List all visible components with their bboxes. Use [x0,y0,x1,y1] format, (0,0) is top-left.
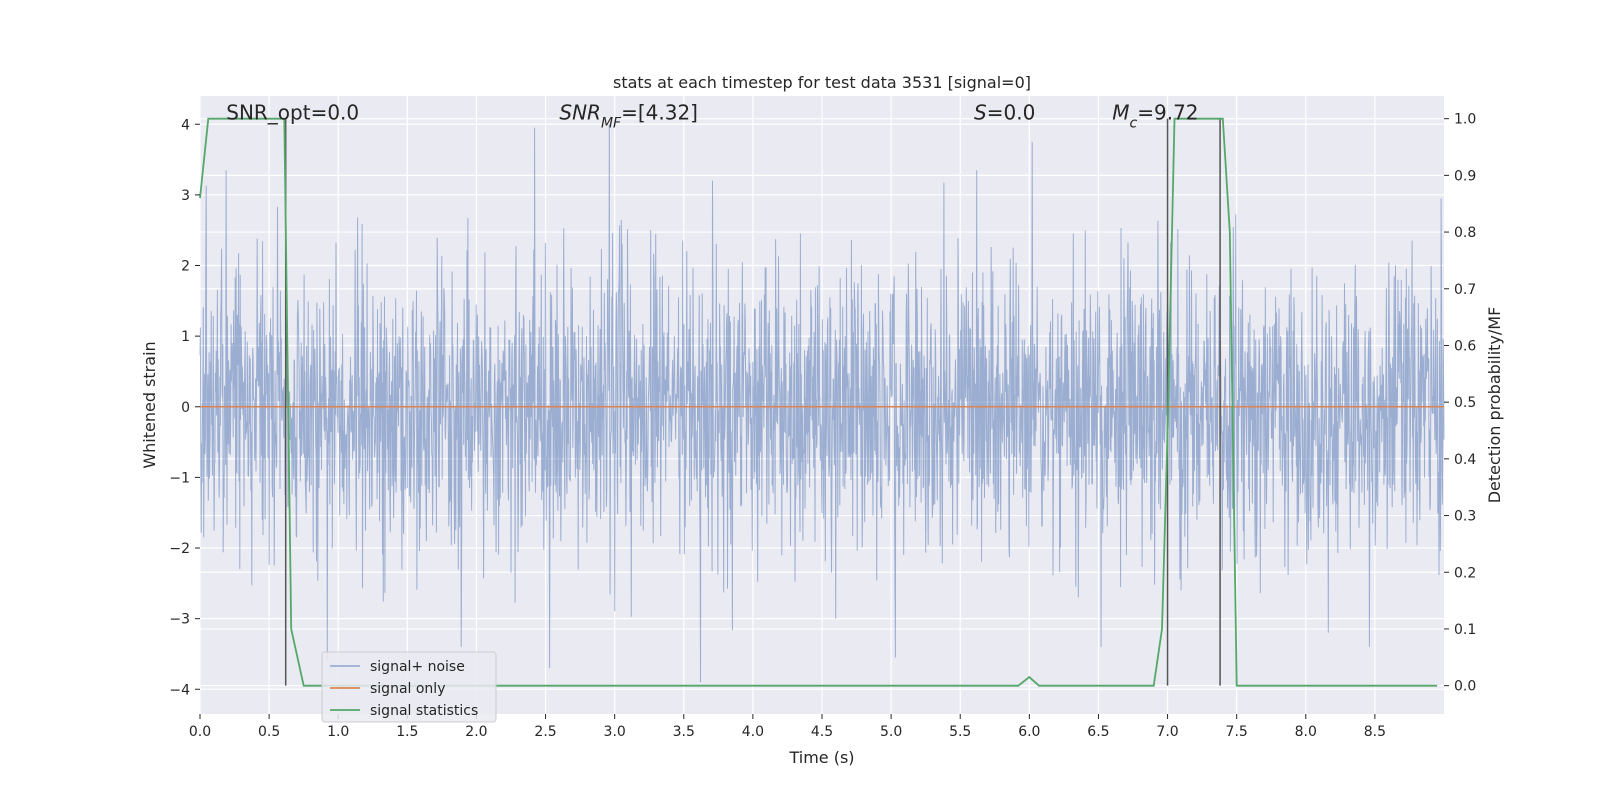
y2-tick-label: 0.9 [1454,168,1476,184]
y2-tick-label: 1.0 [1454,112,1476,128]
annotation-value: =9.72 [1137,100,1198,124]
y-tick-label: −1 [169,470,190,486]
legend-label: signal only [370,681,445,697]
x-tick-label: 7.0 [1156,724,1178,740]
y2-tick-label: 0.5 [1454,395,1476,411]
y2-tick-label: 0.1 [1454,622,1476,638]
annotation-subscript: MF [601,115,622,131]
y2-tick-label: 0.8 [1454,225,1476,241]
annotation-base: M [1112,100,1129,124]
y2-tick-label: 0.4 [1454,452,1476,468]
x-tick-label: 6.0 [1018,724,1040,740]
noise-line [199,124,1445,683]
chart-title: stats at each timestep for test data 353… [613,73,1031,92]
x-tick-label: 2.0 [465,724,487,740]
x-tick-label: 3.0 [604,724,626,740]
x-tick-label: 3.5 [673,724,695,740]
signal-statistics-line [199,117,1438,687]
x-tick-label: 6.5 [1087,724,1109,740]
y-tick-label: 3 [181,188,190,204]
x-tick-label: 7.5 [1226,724,1248,740]
y2-tick-label: 0.6 [1454,338,1476,354]
noise-series [199,124,1445,683]
y-tick-label: −4 [169,682,190,698]
annotation: SNRMF=[4.32] [559,100,698,131]
x-axis-label: Time (s) [788,748,854,767]
x-tick-label: 4.0 [742,724,764,740]
x-axis-ticks: 0.0 0.5 1.0 1.5 2.0 2.5 3.0 3.5 4.0 4.5 5.0 5.5 6.0 6… [189,714,1386,740]
y2-tick-label: 0.7 [1454,282,1476,298]
annotation: SNR_opt=0.0 [226,100,359,124]
x-tick-label: 1.5 [396,724,418,740]
x-tick-label: 0.5 [258,724,280,740]
x-tick-label: 2.5 [534,724,556,740]
annotation-subscript: c [1130,115,1138,131]
annotation-base: S [974,100,987,124]
x-tick-label: 8.0 [1295,724,1317,740]
y2-tick-label: 0.0 [1454,679,1476,695]
annotations: SNR_opt=0.0 SNRMF=[4.32] S=0.0 Mc=9.72 [226,100,1198,131]
y-tick-label: 2 [181,259,190,275]
y2-axis-label: Detection probability/MF [1485,307,1504,504]
y-tick-label: 0 [181,400,190,416]
annotation-value: =[4.32] [621,100,698,124]
legend-label: signal statistics [370,703,478,719]
y2-tick-label: 0.3 [1454,509,1476,525]
x-tick-label: 0.0 [189,724,211,740]
annotation: Mc=9.72 [1112,100,1198,131]
x-tick-label: 5.5 [949,724,971,740]
y-axis-label: Whitened strain [140,341,159,468]
annotation-base: SNR [559,100,601,124]
x-tick-label: 5.0 [880,724,902,740]
y-axis-ticks: 4 3 2 1 0 −1 −2 −3 −4 [169,117,200,698]
y-tick-label: −2 [169,541,190,557]
x-tick-label: 8.5 [1364,724,1386,740]
annotation: S=0.0 [974,100,1035,124]
y-tick-label: 1 [181,329,190,345]
legend-label: signal+ noise [370,659,465,675]
y2-tick-label: 0.2 [1454,565,1476,581]
legend: signal+ noise signal only signal statistic… [321,651,497,723]
annotation-value: =0.0 [987,100,1036,124]
y-tick-label: 4 [181,117,190,133]
stats-series [199,117,1438,687]
x-tick-label: 1.0 [327,724,349,740]
y-tick-label: −3 [169,612,190,628]
x-tick-label: 4.5 [811,724,833,740]
y2-axis-ticks: 1.0 0.9 0.8 0.7 0.6 0.5 0.4 0.3 0.2 0.1 0.0 [1444,112,1476,695]
legend-box [321,651,497,723]
